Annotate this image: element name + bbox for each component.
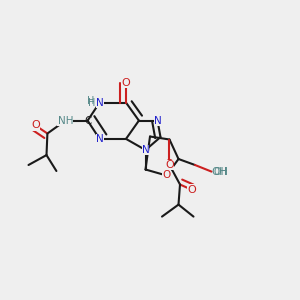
Text: N: N [154, 116, 161, 126]
Text: NH: NH [58, 116, 73, 126]
Text: N: N [96, 98, 104, 108]
Text: N: N [96, 98, 104, 108]
Text: OH: OH [213, 167, 228, 177]
Text: C: C [84, 116, 91, 126]
Text: N: N [142, 145, 149, 155]
Text: O: O [165, 160, 174, 170]
Text: O: O [31, 119, 40, 132]
Text: O: O [187, 183, 196, 196]
Text: H: H [88, 98, 96, 108]
Text: O: O [122, 77, 130, 88]
Text: N: N [96, 134, 104, 144]
Text: H: H [87, 96, 94, 106]
Text: O: O [187, 184, 196, 195]
Text: O: O [165, 158, 174, 172]
Text: N: N [154, 116, 161, 126]
Text: N: N [142, 145, 149, 155]
Text: N: N [96, 134, 104, 144]
Text: O: O [162, 170, 171, 181]
Text: O: O [31, 120, 40, 130]
Text: NH: NH [58, 116, 73, 126]
Text: O: O [122, 76, 130, 89]
Text: OH: OH [212, 167, 227, 177]
